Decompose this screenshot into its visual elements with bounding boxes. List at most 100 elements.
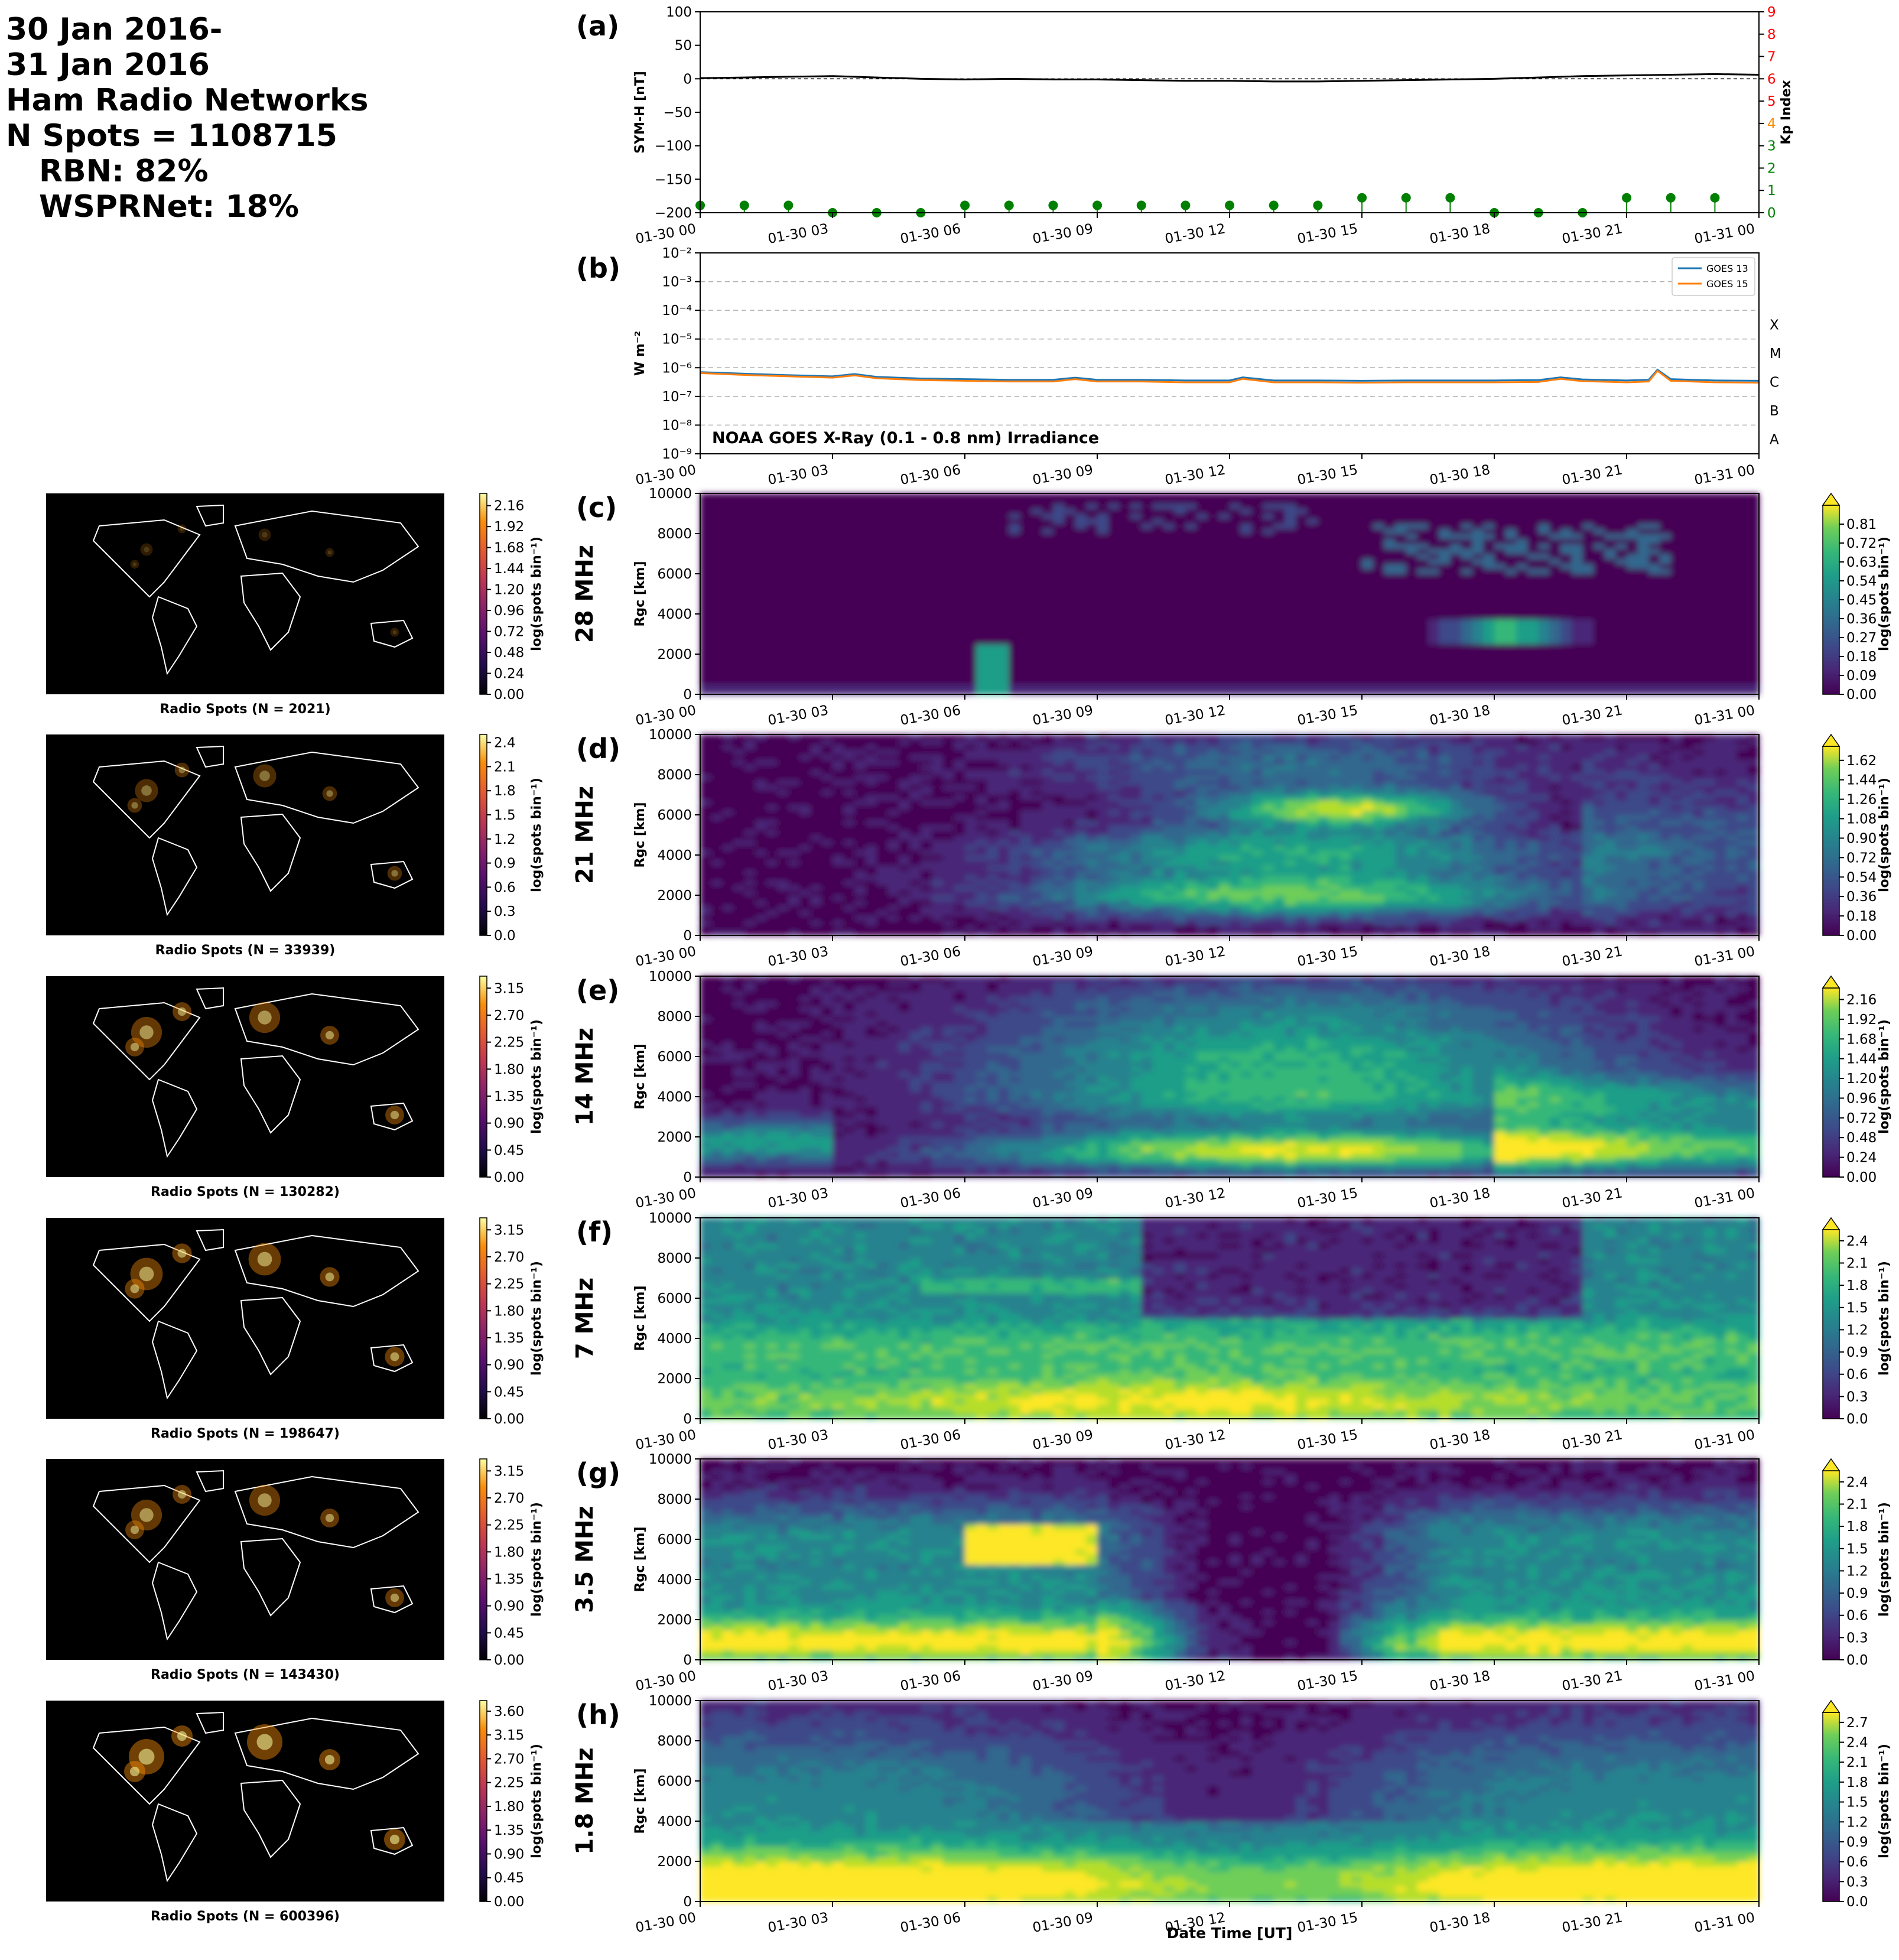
heatmap-cell <box>909 759 921 765</box>
heatmap-cell <box>1362 634 1374 640</box>
heatmap-cell <box>1604 654 1616 660</box>
heatmap-cell <box>1660 568 1672 574</box>
heatmap-cell <box>932 554 944 560</box>
heatmap-cell <box>788 508 800 514</box>
heatmap-cell <box>1230 508 1241 514</box>
heatmap-cell <box>909 865 921 871</box>
heatmap-cell <box>1351 589 1363 594</box>
heatmap-cell <box>1185 558 1197 564</box>
heatmap-cell <box>1715 528 1726 534</box>
heatmap-cell <box>854 534 866 539</box>
heatmap-cell <box>866 870 877 876</box>
heatmap-cell <box>821 765 833 771</box>
heatmap-cell <box>866 920 877 926</box>
heatmap-cell <box>909 815 921 821</box>
heatmap-cell <box>1483 594 1495 600</box>
heatmap-cell <box>1339 578 1351 584</box>
heatmap-cell <box>1461 493 1473 499</box>
heatmap-cell <box>1660 679 1672 685</box>
heatmap-cell <box>821 689 833 695</box>
heatmap-cell <box>876 734 888 740</box>
heatmap-cell <box>1483 574 1495 580</box>
heatmap-cell <box>932 805 944 811</box>
heatmap-cell <box>1384 503 1396 509</box>
heatmap-cell <box>1273 584 1285 590</box>
heatmap-cell <box>1682 564 1693 570</box>
heatmap-cell <box>1185 619 1197 625</box>
heatmap-cell <box>1395 564 1407 570</box>
heatmap-cell <box>876 659 888 665</box>
heatmap-cell <box>1505 548 1517 554</box>
heatmap-cell <box>821 815 833 821</box>
heatmap-cell <box>1086 554 1098 560</box>
heatmap-cell <box>887 769 899 775</box>
heatmap-cell <box>1395 634 1407 640</box>
heatmap-cell <box>744 689 756 695</box>
heatmap-cell <box>1296 558 1308 564</box>
heatmap-cell <box>1748 664 1760 670</box>
heatmap-cell <box>1339 664 1351 670</box>
heatmap-cell <box>1384 589 1396 594</box>
heatmap-cell <box>1428 639 1440 645</box>
heatmap-cell <box>1119 534 1131 539</box>
heatmap-cell <box>1582 614 1594 620</box>
heatmap-cell <box>1130 538 1142 544</box>
heatmap-cell <box>777 900 789 906</box>
heatmap-cell <box>1594 568 1605 574</box>
heatmap-cell <box>998 528 1010 534</box>
heatmap-cell <box>899 775 911 781</box>
heatmap-cell <box>1108 584 1120 590</box>
heatmap-cell <box>1075 649 1087 655</box>
heatmap-cell <box>887 524 899 529</box>
heatmap-cell <box>1218 669 1230 675</box>
heatmap-cell <box>921 679 932 685</box>
heatmap-cell <box>1318 634 1329 640</box>
heatmap-cell <box>733 930 745 936</box>
heatmap-cell <box>1119 669 1131 675</box>
heatmap-cell <box>1163 664 1175 670</box>
heatmap-cell <box>1296 534 1308 539</box>
heatmap-cell <box>899 755 911 760</box>
heatmap-cell <box>1152 644 1164 650</box>
heatmap-cell <box>887 885 899 891</box>
heatmap-cell <box>1637 578 1649 584</box>
heatmap-cell <box>1549 659 1561 665</box>
heatmap-cell <box>744 513 756 519</box>
heatmap-cell <box>1064 604 1076 610</box>
heatmap-cell <box>909 528 921 534</box>
heatmap-cell <box>854 880 866 886</box>
heatmap-cell <box>821 584 833 590</box>
heatmap-cell <box>942 548 954 554</box>
heatmap-cell <box>821 739 833 745</box>
heatmap-cell <box>700 779 712 785</box>
heatmap-cell <box>954 574 965 580</box>
heatmap-cell <box>1670 524 1682 529</box>
heatmap-cell <box>1582 609 1594 615</box>
heatmap-cell <box>1560 679 1572 685</box>
heatmap-cell <box>1318 503 1329 509</box>
heatmap-cell <box>1406 614 1417 620</box>
heatmap-cell <box>777 649 789 655</box>
heatmap-cell <box>788 810 800 815</box>
heatmap-cell <box>1538 498 1550 504</box>
panel-b-x-tick-label: 01-30 09 <box>1032 462 1094 488</box>
heatmap-cell <box>1527 534 1539 539</box>
heatmap-cell <box>1737 664 1748 670</box>
heatmap-cell <box>1538 664 1550 670</box>
heatmap-cell <box>744 654 756 660</box>
heatmap-cell <box>1726 544 1738 550</box>
heatmap-cell <box>799 609 811 615</box>
heatmap-cell <box>1648 498 1660 504</box>
heatmap-cell <box>1406 654 1417 660</box>
heatmap-cell <box>1384 568 1396 574</box>
heatmap-cell <box>755 875 767 881</box>
heatmap-cell <box>1637 493 1649 499</box>
heatmap-cell <box>1031 604 1043 610</box>
heatmap-cell <box>722 574 734 580</box>
heatmap-cell <box>1285 644 1296 650</box>
heatmap-cell <box>899 900 911 906</box>
heatmap-cell <box>1703 554 1715 560</box>
heatmap-cell <box>1560 564 1572 570</box>
heatmap-cell <box>711 524 723 529</box>
heatmap-cell <box>1329 538 1341 544</box>
